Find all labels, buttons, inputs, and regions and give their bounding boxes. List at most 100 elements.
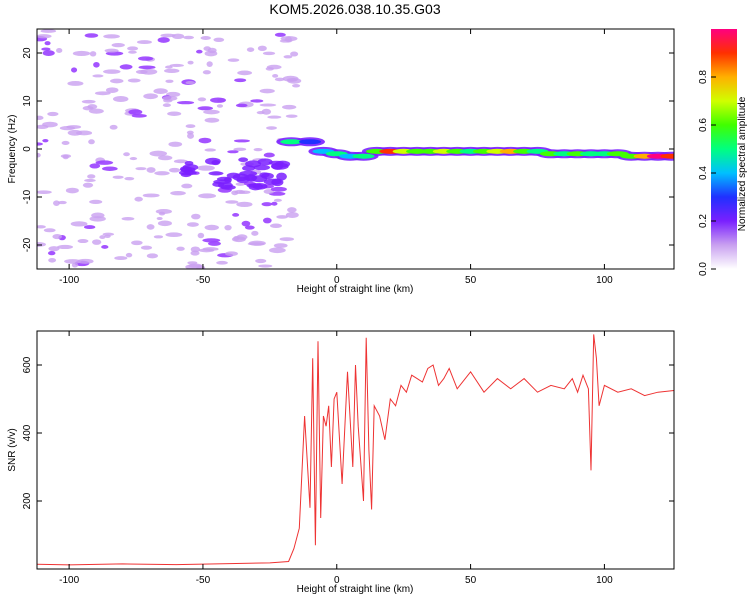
noise-cell xyxy=(71,262,79,268)
noise-cell xyxy=(92,74,104,78)
noise-cell xyxy=(128,109,143,115)
noise-cell xyxy=(187,60,194,65)
noise-cell xyxy=(282,104,297,110)
cluster-cell xyxy=(259,172,270,178)
noise-cell xyxy=(224,224,232,231)
noise-cell xyxy=(95,160,114,165)
noise-cell xyxy=(153,235,164,239)
noise-cell xyxy=(244,225,255,230)
noise-cell xyxy=(41,47,51,51)
noise-cell xyxy=(91,212,105,219)
noise-cell xyxy=(42,121,58,128)
noise-cell xyxy=(138,65,156,70)
noise-cell xyxy=(187,133,194,139)
cluster-cell xyxy=(238,157,249,163)
noise-cell xyxy=(233,147,247,152)
y-tick-label: -10 xyxy=(22,189,33,204)
noise-cell xyxy=(204,148,217,152)
noise-cell xyxy=(227,58,240,62)
x-tick-label: 100 xyxy=(596,575,613,586)
noise-cell xyxy=(71,67,78,73)
x-tick-label: -50 xyxy=(196,575,211,586)
noise-cell xyxy=(112,95,129,102)
noise-cell xyxy=(191,213,201,220)
colorbar: 0.0 0.2 0.4 0.6 0.8 Normalized spectral ampl… xyxy=(698,29,748,276)
noise-cell xyxy=(142,193,160,198)
noise-cell xyxy=(168,167,181,173)
noise-cell xyxy=(129,157,138,161)
noise-cell xyxy=(181,183,193,189)
noise-cell xyxy=(149,150,168,157)
noise-cell xyxy=(82,182,94,188)
noise-cell xyxy=(37,115,44,120)
noise-cell xyxy=(102,232,115,236)
noise-cell xyxy=(89,51,97,57)
noise-cell xyxy=(103,69,121,74)
noise-cell xyxy=(125,252,133,258)
x-tick-label: 0 xyxy=(334,275,340,286)
y-tick-label: -20 xyxy=(22,237,33,252)
colorbar-tick-label: 0.0 xyxy=(698,262,709,276)
noise-cell xyxy=(127,46,139,51)
noise-cell xyxy=(213,37,225,42)
noise-cell xyxy=(283,55,293,59)
noise-cell xyxy=(236,201,253,208)
noise-cell xyxy=(261,108,272,115)
noise-cell xyxy=(53,200,60,207)
snr-x-axis-label: Height of straight line (km) xyxy=(297,584,414,595)
cluster-cell xyxy=(208,171,224,176)
noise-cell xyxy=(183,35,195,40)
noise-cell xyxy=(65,187,79,194)
noise-cell xyxy=(261,202,273,207)
noise-cell xyxy=(262,51,276,56)
snr-y-axis-label: SNR (v/v) xyxy=(7,428,18,471)
spectrogram-y-axis-label: Frequency (Hz) xyxy=(7,115,18,184)
cluster-cell xyxy=(211,159,221,166)
noise-cell xyxy=(47,251,56,256)
noise-cell xyxy=(81,99,96,104)
noise-cell xyxy=(156,216,163,221)
x-tick-label: -50 xyxy=(196,275,211,286)
noise-cell xyxy=(176,246,185,251)
cluster-cell xyxy=(257,158,273,166)
noise-cell xyxy=(128,50,137,54)
noise-cell xyxy=(286,78,298,82)
colorbar-tick-label: 0.8 xyxy=(698,70,709,84)
noise-cell xyxy=(37,190,52,194)
noise-cell xyxy=(285,212,299,218)
noise-cell xyxy=(271,201,278,206)
noise-cell xyxy=(241,220,251,227)
noise-cell xyxy=(263,189,275,195)
noise-cell xyxy=(123,152,130,157)
snr-panel: -100 -50 0 50 100 200 400 600 Height of straig… xyxy=(7,330,675,595)
noise-cell xyxy=(131,114,147,118)
noise-cell xyxy=(276,215,289,219)
noise-cell xyxy=(185,124,196,129)
noise-cell xyxy=(135,167,147,171)
noise-cell xyxy=(233,235,240,241)
noise-cell xyxy=(216,260,228,265)
noise-cell xyxy=(105,87,119,93)
noise-cell xyxy=(114,256,128,261)
noise-cell xyxy=(274,77,285,82)
noise-cell xyxy=(165,91,181,97)
y-tick-label: 10 xyxy=(22,95,33,107)
noise-cell xyxy=(234,189,246,195)
noise-cell xyxy=(157,220,172,227)
noise-cell xyxy=(84,178,96,183)
cluster-cell xyxy=(218,182,233,189)
snr-x-ticks: -100 -50 0 50 100 xyxy=(59,331,613,586)
noise-cell xyxy=(143,93,158,100)
y-tick-label: 400 xyxy=(22,424,33,441)
noise-cell xyxy=(111,42,125,48)
noise-cell xyxy=(48,246,60,252)
noise-cell xyxy=(37,242,46,247)
noise-cell xyxy=(82,106,94,111)
noise-cell xyxy=(37,152,41,158)
ridge-cell xyxy=(660,153,674,159)
cluster-cell xyxy=(223,177,232,183)
cluster-cell xyxy=(245,160,262,168)
noise-cell xyxy=(187,261,198,265)
noise-cell xyxy=(270,186,287,192)
noise-cell xyxy=(168,141,183,147)
